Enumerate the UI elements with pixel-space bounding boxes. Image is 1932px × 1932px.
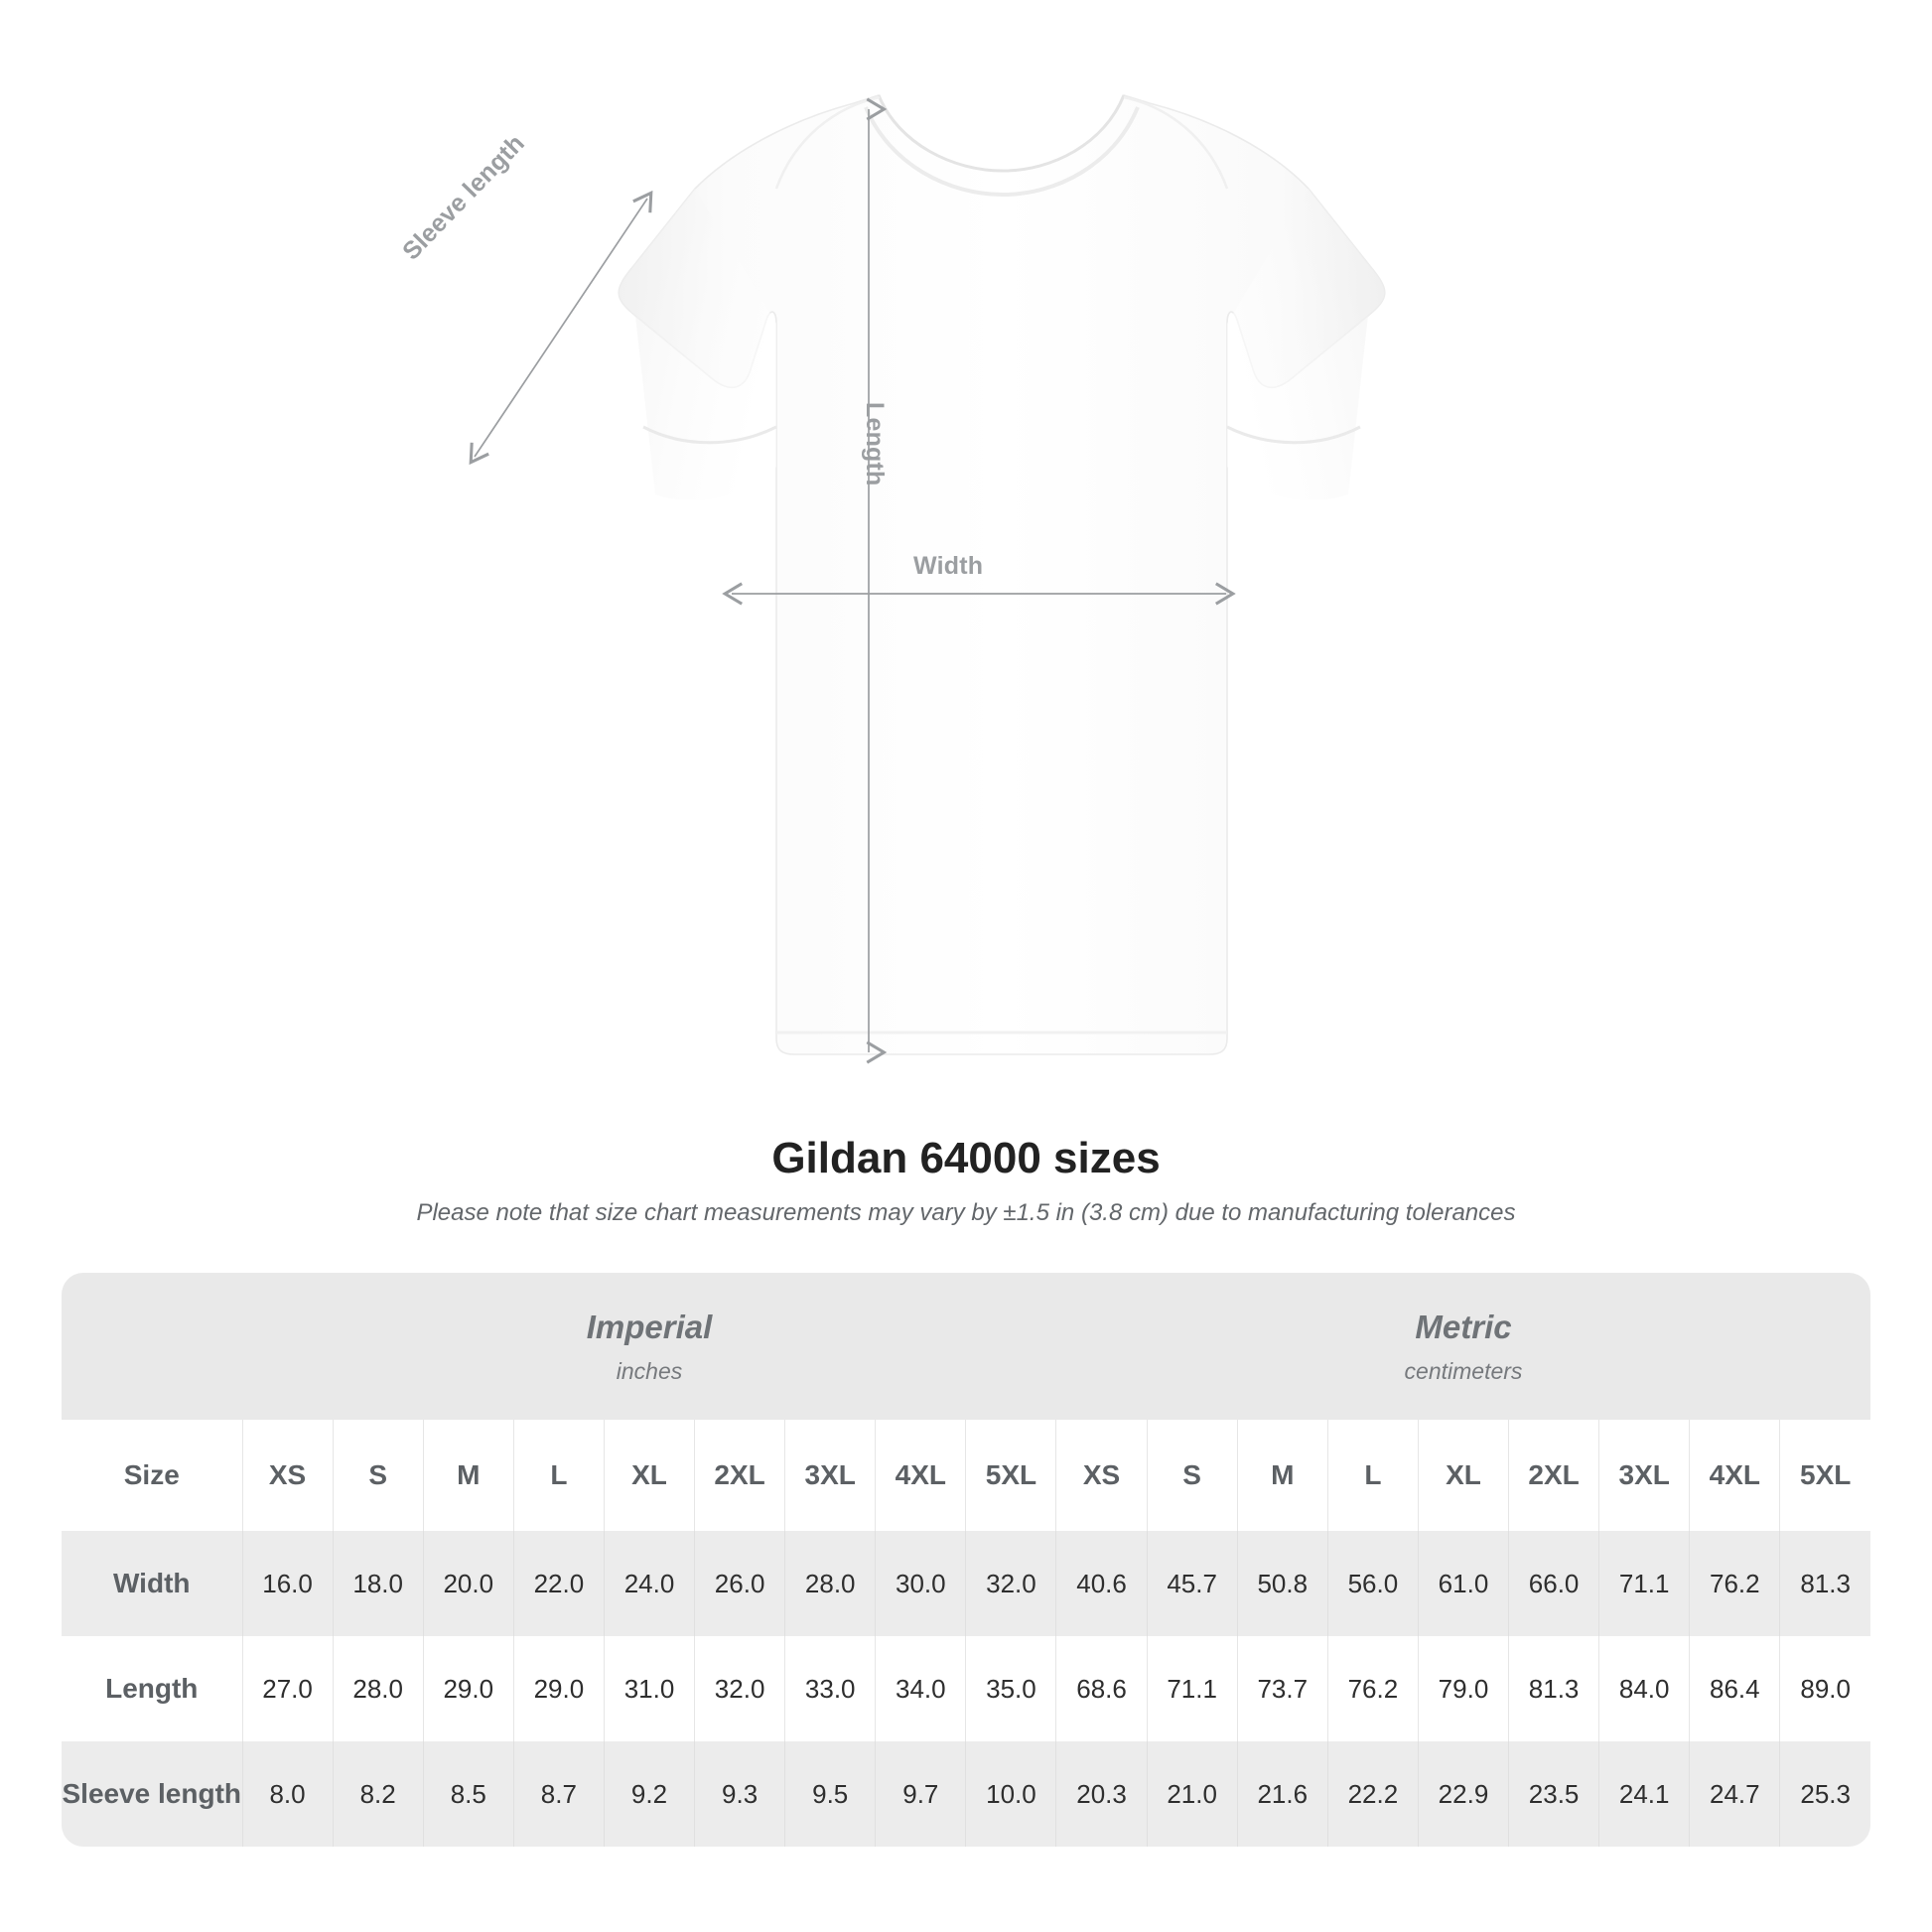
size-header-cell: 5XL bbox=[965, 1420, 1056, 1531]
value-cell-imperial: 29.0 bbox=[422, 1636, 514, 1741]
value-cell-imperial: 29.0 bbox=[512, 1636, 605, 1741]
value-cell-metric: 21.0 bbox=[1146, 1741, 1238, 1847]
value-cell-metric: 71.1 bbox=[1146, 1636, 1238, 1741]
unit-group-imperial: Imperial inches bbox=[242, 1273, 1056, 1420]
value-cell-metric: 24.7 bbox=[1689, 1741, 1780, 1847]
tshirt-diagram: Sleeve length Length Width bbox=[397, 94, 1386, 1064]
value-cell-imperial: 27.0 bbox=[241, 1636, 334, 1741]
size-header-cell: L bbox=[1326, 1420, 1419, 1531]
unit-group-sub: inches bbox=[616, 1357, 683, 1384]
value-cell-imperial: 8.0 bbox=[241, 1741, 334, 1847]
table-row: Width 16.0 18.0 20.0 22.0 24.0 26.0 28.0 30.0 32.… bbox=[62, 1531, 1870, 1636]
value-cell-imperial: 8.2 bbox=[332, 1741, 424, 1847]
size-header-cell: 4XL bbox=[875, 1420, 966, 1531]
size-header-cell: M bbox=[422, 1420, 514, 1531]
table-row: Sleeve length 8.0 8.2 8.5 8.7 9.2 9.3 9.5 9.7 10.… bbox=[62, 1741, 1870, 1847]
value-cell-metric: 84.0 bbox=[1598, 1636, 1690, 1741]
value-cell-metric: 23.5 bbox=[1508, 1741, 1599, 1847]
value-cell-imperial: 22.0 bbox=[512, 1531, 605, 1636]
value-cell-metric: 76.2 bbox=[1689, 1531, 1780, 1636]
value-cell-metric: 81.3 bbox=[1508, 1636, 1599, 1741]
unit-group-sub: centimeters bbox=[1404, 1357, 1523, 1384]
width-label: Width bbox=[913, 552, 984, 580]
size-header-cell: 3XL bbox=[784, 1420, 876, 1531]
value-cell-metric: 24.1 bbox=[1598, 1741, 1690, 1847]
value-cell-imperial: 20.0 bbox=[422, 1531, 514, 1636]
value-cell-imperial: 9.7 bbox=[875, 1741, 966, 1847]
table-row: Length 27.0 28.0 29.0 29.0 31.0 32.0 33.0 34.0 35… bbox=[62, 1636, 1870, 1741]
value-cell-metric: 71.1 bbox=[1598, 1531, 1690, 1636]
unit-banner-row: Imperial inches Metric centimeters bbox=[62, 1273, 1870, 1420]
value-cell-imperial: 16.0 bbox=[241, 1531, 334, 1636]
value-cell-metric: 68.6 bbox=[1055, 1636, 1148, 1741]
size-header-cell: XL bbox=[603, 1420, 695, 1531]
value-cell-imperial: 28.0 bbox=[332, 1636, 424, 1741]
value-cell-metric: 20.3 bbox=[1055, 1741, 1148, 1847]
tshirt-body-shape bbox=[618, 94, 1386, 1055]
size-chart-table: Imperial inches Metric centimeters Size XS S M L… bbox=[62, 1273, 1870, 1847]
value-cell-imperial: 24.0 bbox=[603, 1531, 695, 1636]
value-cell-metric: 56.0 bbox=[1326, 1531, 1419, 1636]
value-cell-metric: 61.0 bbox=[1417, 1531, 1509, 1636]
value-cell-metric: 50.8 bbox=[1236, 1531, 1328, 1636]
value-cell-imperial: 10.0 bbox=[965, 1741, 1056, 1847]
unit-banner-spacer bbox=[62, 1273, 242, 1420]
row-label-length: Length bbox=[62, 1636, 242, 1741]
size-header-cell: 2XL bbox=[1508, 1420, 1599, 1531]
value-cell-imperial: 9.5 bbox=[784, 1741, 876, 1847]
sleeve-measure-line bbox=[469, 190, 653, 466]
value-cell-imperial: 8.7 bbox=[512, 1741, 605, 1847]
value-cell-metric: 40.6 bbox=[1055, 1531, 1148, 1636]
value-cell-metric: 76.2 bbox=[1326, 1636, 1419, 1741]
value-cell-metric: 22.9 bbox=[1417, 1741, 1509, 1847]
tshirt-svg bbox=[469, 94, 1386, 1064]
value-cell-imperial: 9.2 bbox=[603, 1741, 695, 1847]
value-cell-metric: 73.7 bbox=[1236, 1636, 1328, 1741]
unit-group-name: Metric bbox=[1415, 1308, 1512, 1345]
size-header-cell: 5XL bbox=[1779, 1420, 1870, 1531]
size-header-label: Size bbox=[62, 1420, 242, 1531]
unit-group-metric: Metric centimeters bbox=[1055, 1273, 1870, 1420]
measurement-lines bbox=[469, 97, 1236, 1064]
size-header-cell: S bbox=[1146, 1420, 1238, 1531]
size-header-cell: XS bbox=[1055, 1420, 1148, 1531]
value-cell-imperial: 28.0 bbox=[784, 1531, 876, 1636]
value-cell-metric: 79.0 bbox=[1417, 1636, 1509, 1741]
value-cell-metric: 89.0 bbox=[1779, 1636, 1870, 1741]
size-header-cell: 4XL bbox=[1689, 1420, 1780, 1531]
length-label: Length bbox=[861, 402, 889, 486]
unit-group-name: Imperial bbox=[586, 1308, 713, 1345]
size-header-cell: L bbox=[512, 1420, 605, 1531]
value-cell-imperial: 31.0 bbox=[603, 1636, 695, 1741]
size-header-cell: M bbox=[1236, 1420, 1328, 1531]
size-header-cell: S bbox=[332, 1420, 424, 1531]
value-cell-metric: 81.3 bbox=[1779, 1531, 1870, 1636]
size-header-cell: XS bbox=[241, 1420, 334, 1531]
value-cell-metric: 21.6 bbox=[1236, 1741, 1328, 1847]
value-cell-metric: 86.4 bbox=[1689, 1636, 1780, 1741]
row-label-width: Width bbox=[62, 1531, 242, 1636]
value-cell-imperial: 30.0 bbox=[875, 1531, 966, 1636]
value-cell-imperial: 35.0 bbox=[965, 1636, 1056, 1741]
value-cell-metric: 22.2 bbox=[1326, 1741, 1419, 1847]
page-title: Gildan 64000 sizes bbox=[771, 1134, 1161, 1182]
value-cell-imperial: 34.0 bbox=[875, 1636, 966, 1741]
value-cell-imperial: 18.0 bbox=[332, 1531, 424, 1636]
size-header-cell: XL bbox=[1417, 1420, 1509, 1531]
value-cell-imperial: 9.3 bbox=[694, 1741, 785, 1847]
value-cell-imperial: 33.0 bbox=[784, 1636, 876, 1741]
size-header-cell: 3XL bbox=[1598, 1420, 1690, 1531]
value-cell-imperial: 8.5 bbox=[422, 1741, 514, 1847]
size-chart-table-wrapper: Imperial inches Metric centimeters Size XS S M L… bbox=[62, 1273, 1870, 1847]
size-header-cell: 2XL bbox=[694, 1420, 785, 1531]
value-cell-imperial: 32.0 bbox=[965, 1531, 1056, 1636]
row-label-sleeve-length: Sleeve length bbox=[62, 1741, 242, 1847]
size-header-row: Size XS S M L XL 2XL 3XL 4XL 5XL XS S M L XL 2XL 3XL 4XL 5… bbox=[62, 1420, 1870, 1531]
tolerance-note: Please note that size chart measurements… bbox=[416, 1199, 1516, 1226]
value-cell-metric: 25.3 bbox=[1779, 1741, 1870, 1847]
value-cell-metric: 45.7 bbox=[1146, 1531, 1238, 1636]
value-cell-imperial: 32.0 bbox=[694, 1636, 785, 1741]
value-cell-metric: 66.0 bbox=[1508, 1531, 1599, 1636]
value-cell-imperial: 26.0 bbox=[694, 1531, 785, 1636]
